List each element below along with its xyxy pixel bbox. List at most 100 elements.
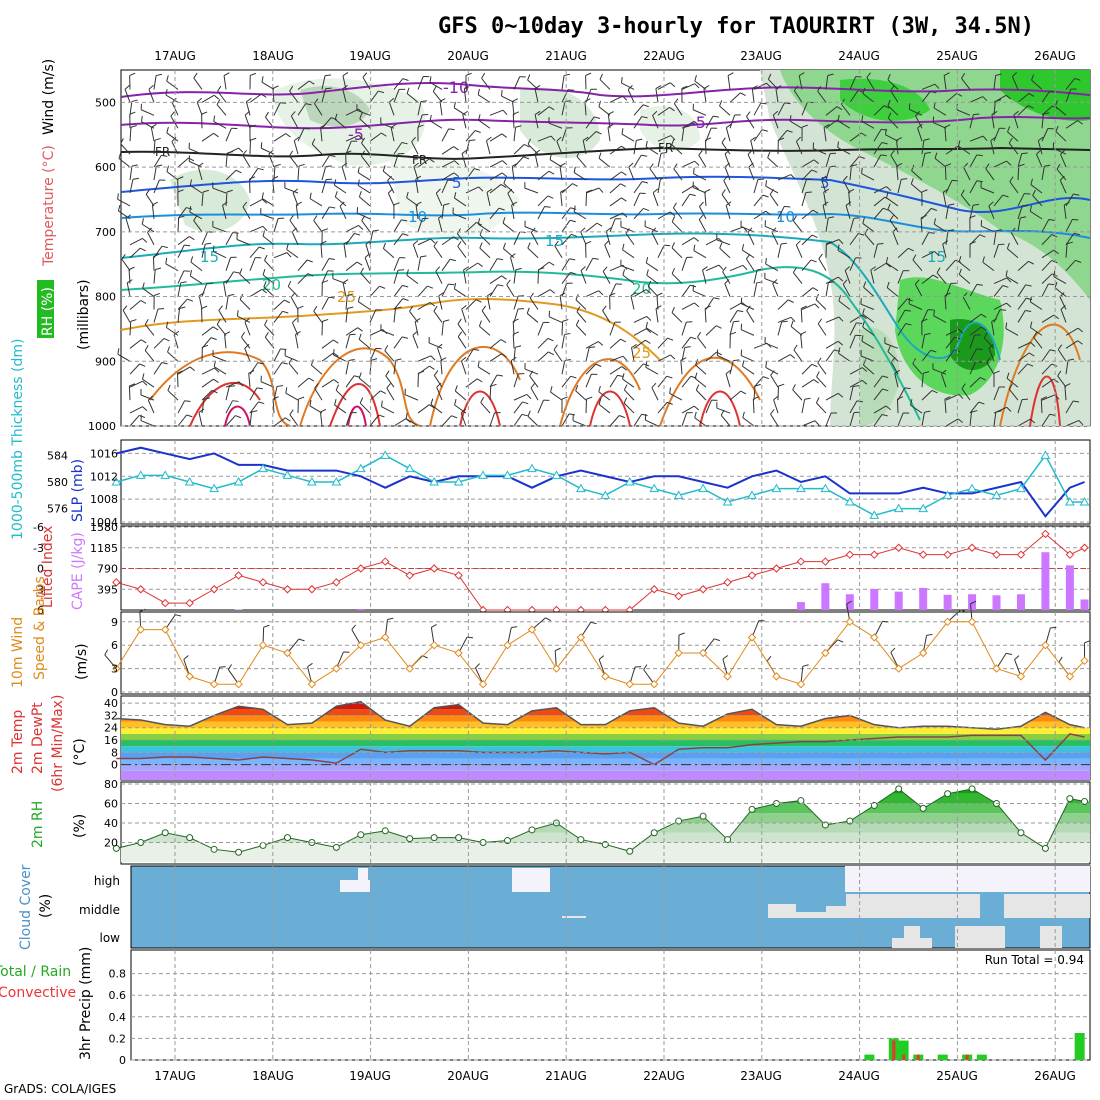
wind-barb — [877, 242, 884, 245]
wind-barb — [417, 124, 424, 128]
wind-barb — [477, 94, 491, 103]
cape-bar — [356, 608, 365, 610]
cape-bar — [870, 588, 879, 610]
wind-barb — [401, 219, 408, 222]
wind-barb — [694, 75, 697, 82]
wind-barb — [625, 233, 635, 246]
rh-tick: 80 — [104, 778, 118, 791]
wind-barb — [212, 355, 227, 362]
wind-barb — [633, 154, 642, 168]
wind-barb — [438, 218, 443, 232]
wind-barb — [866, 77, 875, 90]
wind-barb — [515, 345, 522, 348]
wind-barb — [341, 162, 348, 167]
cloud-cell — [358, 868, 368, 882]
wind-barb — [273, 311, 283, 323]
wind-barb — [155, 73, 163, 77]
wind-barb — [333, 179, 337, 186]
thickness-point — [258, 463, 268, 473]
wind-barb — [1009, 176, 1014, 182]
wind-barb — [342, 72, 349, 77]
wind-barb — [585, 363, 597, 375]
wind-barb — [358, 191, 362, 197]
temp-tick: 16 — [104, 734, 118, 747]
wind-barb — [959, 274, 971, 284]
wind-barb — [475, 299, 482, 303]
wind-barb — [1017, 217, 1021, 232]
wind-barb — [225, 400, 234, 414]
wind-barb — [982, 96, 988, 102]
wind-barb — [393, 142, 403, 155]
wind-barb — [573, 166, 576, 173]
pressure-axis-label: (millibars) — [76, 279, 92, 350]
wind-barb — [140, 247, 146, 252]
precip-total-bar — [1074, 1033, 1085, 1060]
wind-barb — [602, 305, 607, 311]
wind-barb — [585, 116, 595, 129]
wind-barb — [322, 318, 329, 322]
wind-barb — [412, 330, 418, 336]
wind-barb — [522, 401, 529, 405]
wind-barb — [885, 128, 887, 135]
wind-barb — [936, 267, 941, 274]
wind-barb — [357, 172, 371, 181]
wind-barb — [320, 412, 323, 427]
wind-barb — [1027, 105, 1034, 109]
wind-barb — [321, 75, 326, 90]
wind-barb — [912, 363, 923, 375]
wind-barb — [402, 78, 409, 81]
thickness-point — [209, 483, 219, 493]
wind-barb — [889, 215, 894, 221]
wind-barb — [733, 359, 740, 362]
wind-barb — [556, 136, 562, 142]
wind-barb — [777, 321, 783, 336]
wind-barb — [554, 245, 563, 258]
wind-barb — [418, 370, 425, 374]
wind-barb — [767, 157, 779, 168]
wind-barb — [1060, 309, 1067, 323]
surface-barb — [431, 624, 437, 628]
wind-barb — [897, 412, 904, 427]
thickness-point — [991, 490, 1002, 499]
wind-barb — [969, 135, 984, 142]
surface-barb — [678, 632, 685, 636]
surface-barb — [702, 638, 715, 654]
wind-barb — [793, 349, 803, 362]
surface-barb — [1058, 656, 1063, 663]
wind-barb — [837, 141, 839, 148]
rh-point — [406, 835, 414, 843]
thickness-point — [1040, 450, 1051, 459]
wind-barb — [142, 373, 145, 380]
wind-barb — [822, 201, 829, 206]
wind-barb — [627, 85, 633, 90]
wind-barb — [478, 320, 482, 327]
wind-barb — [609, 355, 624, 362]
wind-barb — [575, 390, 587, 401]
wind-barb — [129, 321, 132, 336]
wind-barb — [873, 414, 883, 427]
wind-barb — [930, 90, 937, 94]
isotherm-label: 15 — [545, 232, 564, 250]
wind-barb — [1041, 249, 1055, 259]
wind-barb — [179, 306, 186, 310]
wind-barb — [921, 309, 929, 323]
wind-barb — [313, 310, 323, 323]
temp-axis-label: 2m Temp — [10, 710, 26, 774]
wind-barb — [1028, 352, 1035, 357]
wind-barb — [746, 111, 751, 117]
wind-barb — [438, 295, 443, 310]
wind-barb — [515, 267, 522, 271]
precip-tick: 0.6 — [109, 989, 127, 1002]
wind-barb — [321, 88, 326, 103]
wind-barb — [140, 300, 147, 304]
wind-barb — [817, 357, 822, 364]
date-label-top: 20AUG — [447, 49, 489, 63]
wind-barb — [441, 283, 449, 297]
wind-barb — [131, 99, 138, 102]
wind-barb — [289, 220, 299, 233]
wind-barb — [480, 402, 491, 414]
wind-barb — [585, 240, 592, 245]
wind-barb — [126, 279, 133, 284]
surface-barb — [298, 638, 305, 642]
